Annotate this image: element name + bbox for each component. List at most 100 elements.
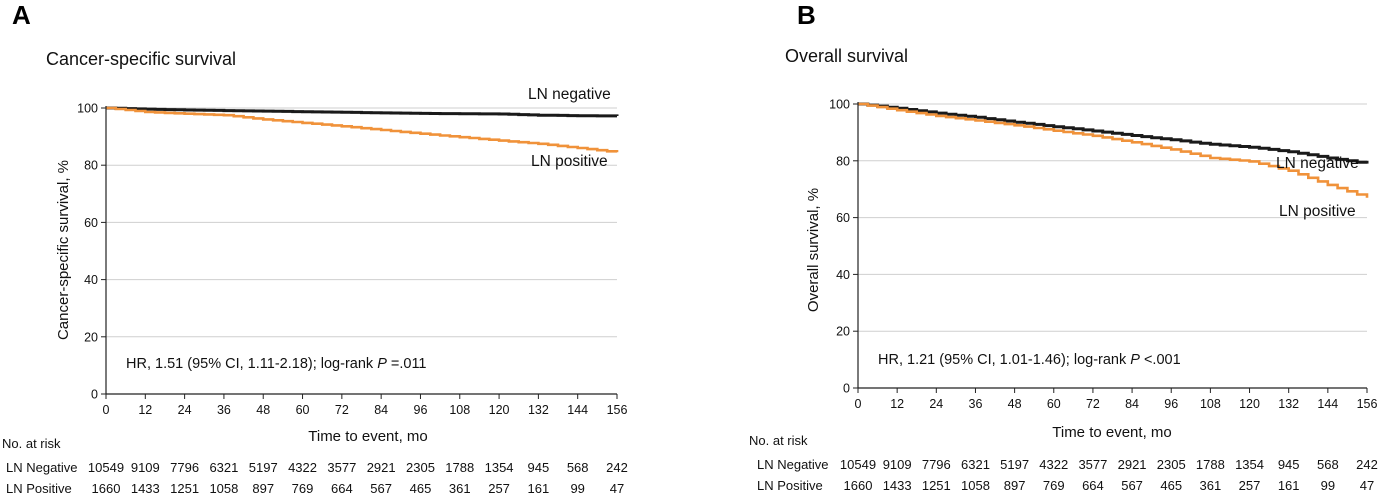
panel-a-label-ln-negative: LN negative (528, 86, 611, 103)
a-at-risk-positive-96: 465 (410, 481, 432, 494)
b-y-tick-label-60: 60 (836, 211, 850, 225)
panel-b-at-risk-heading: No. at risk (749, 433, 808, 448)
panel-b-title: Overall survival (785, 46, 908, 66)
a-at-risk-negative-60: 4322 (288, 460, 317, 475)
b-at-risk-positive-84: 567 (1121, 478, 1143, 493)
a-at-risk-negative-12: 9109 (131, 460, 160, 475)
b-at-risk-positive-60: 769 (1043, 478, 1065, 493)
panel-b-p-symbol: P (1130, 352, 1140, 368)
panel-a-at-risk-heading: No. at risk (2, 436, 61, 451)
panel-a-curves (106, 106, 619, 153)
a-x-tick-label-36: 36 (217, 403, 231, 417)
b-at-risk-negative-72: 3577 (1078, 457, 1107, 472)
b-y-tick-label-0: 0 (843, 382, 850, 396)
a-x-tick-label-84: 84 (374, 403, 388, 417)
a-x-tick-label-48: 48 (256, 403, 270, 417)
a-at-risk-positive-24: 1251 (170, 481, 199, 494)
b-y-tick-label-80: 80 (836, 154, 850, 168)
panel-a-p-value: =.011 (387, 356, 427, 372)
b-at-risk-positive-72: 664 (1082, 478, 1104, 493)
panel-b-label-ln-negative: LN negative (1276, 155, 1359, 172)
b-y-tick-label-100: 100 (829, 98, 850, 112)
a-x-tick-label-96: 96 (414, 403, 428, 417)
panel-b-axes (857, 102, 1367, 389)
a-y-tick-label-60: 60 (84, 216, 98, 230)
a-x-tick-label-132: 132 (528, 403, 549, 417)
panel-a-gridlines (106, 107, 617, 338)
a-x-tick-label-144: 144 (567, 403, 588, 417)
panel-a-at-risk-label-negative: LN Negative (6, 460, 78, 475)
panel-a-at-risk-row-negative: 10549 9109 7796 6321 5197 4322 3577 2921 2305 178… (88, 460, 628, 475)
panel-b: B Overall survival 0 12 24 36 48 60 72 84 96 108 1… (749, 0, 1378, 493)
panel-a-x-ticks: 0 12 24 36 48 60 72 84 96 108 120 132 144 156 (103, 394, 627, 417)
b-at-risk-positive-144: 99 (1321, 478, 1335, 493)
b-curve-ln-negative (858, 102, 1369, 164)
panel-letter-a: A (12, 0, 31, 30)
b-x-tick-label-12: 12 (890, 397, 904, 411)
b-at-risk-negative-96: 2305 (1157, 457, 1186, 472)
b-curve-ln-positive (858, 102, 1369, 198)
a-at-risk-negative-144: 568 (567, 460, 589, 475)
a-at-risk-negative-72: 3577 (327, 460, 356, 475)
panel-b-y-ticks: 0 20 40 60 80 100 (829, 98, 858, 396)
panel-a: A Cancer-specific survival 0 12 24 36 48 60 72… (2, 0, 628, 494)
panel-a-p-symbol: P (377, 356, 387, 372)
panel-a-at-risk-row-positive: 1660 1433 1251 1058 897 769 664 567 465 361 257 161… (92, 481, 625, 494)
a-at-risk-positive-12: 1433 (131, 481, 160, 494)
panel-a-x-axis-label: Time to event, mo (308, 428, 428, 445)
a-y-tick-label-0: 0 (91, 388, 98, 402)
a-y-tick-label-100: 100 (77, 102, 98, 116)
b-at-risk-negative-156: 242 (1356, 457, 1378, 472)
b-at-risk-negative-120: 1354 (1235, 457, 1264, 472)
b-y-tick-label-20: 20 (836, 325, 850, 339)
b-x-tick-label-96: 96 (1164, 397, 1178, 411)
panel-b-hr-annotation: HR, 1.21 (95% CI, 1.01-1.46); log-rank P… (878, 352, 1181, 368)
panel-letter-b: B (797, 0, 816, 30)
b-at-risk-positive-0: 1660 (844, 478, 873, 493)
panel-b-at-risk-label-negative: LN Negative (757, 457, 829, 472)
a-x-tick-label-120: 120 (489, 403, 510, 417)
b-at-risk-negative-108: 1788 (1196, 457, 1225, 472)
a-at-risk-negative-96: 2305 (406, 460, 435, 475)
a-y-tick-label-40: 40 (84, 273, 98, 287)
b-x-tick-label-156: 156 (1357, 397, 1378, 411)
a-at-risk-positive-72: 664 (331, 481, 353, 494)
panel-b-curves (858, 102, 1369, 198)
b-x-tick-label-84: 84 (1125, 397, 1139, 411)
b-x-tick-label-60: 60 (1047, 397, 1061, 411)
panel-a-at-risk-label-positive: LN Positive (6, 481, 72, 494)
a-at-risk-positive-0: 1660 (92, 481, 121, 494)
a-at-risk-positive-84: 567 (370, 481, 392, 494)
a-at-risk-positive-48: 897 (252, 481, 274, 494)
a-at-risk-negative-108: 1788 (445, 460, 474, 475)
panel-b-x-axis-label: Time to event, mo (1052, 424, 1172, 441)
a-at-risk-positive-120: 257 (488, 481, 510, 494)
a-curve-ln-negative (106, 106, 619, 118)
b-at-risk-positive-96: 465 (1160, 478, 1182, 493)
b-at-risk-negative-12: 9109 (883, 457, 912, 472)
a-at-risk-negative-24: 7796 (170, 460, 199, 475)
panel-a-axes (105, 106, 617, 395)
b-x-tick-label-120: 120 (1239, 397, 1260, 411)
panel-b-y-axis-label: Overall survival, % (805, 188, 822, 312)
b-x-tick-label-72: 72 (1086, 397, 1100, 411)
a-at-risk-negative-120: 1354 (485, 460, 514, 475)
b-at-risk-negative-48: 5197 (1000, 457, 1029, 472)
b-at-risk-negative-132: 945 (1278, 457, 1300, 472)
a-x-tick-label-24: 24 (178, 403, 192, 417)
a-at-risk-negative-0: 10549 (88, 460, 124, 475)
panel-b-at-risk-row-positive: 1660 1433 1251 1058 897 769 664 567 465 361 257 161… (844, 478, 1375, 493)
b-at-risk-positive-108: 361 (1200, 478, 1222, 493)
b-x-tick-label-24: 24 (929, 397, 943, 411)
panel-a-label-ln-positive: LN positive (531, 153, 608, 170)
b-at-risk-negative-84: 2921 (1118, 457, 1147, 472)
a-curve-ln-positive (106, 106, 619, 153)
a-x-tick-label-72: 72 (335, 403, 349, 417)
b-at-risk-positive-156: 47 (1360, 478, 1374, 493)
a-at-risk-positive-132: 161 (528, 481, 550, 494)
panel-b-hr-text: HR, 1.21 (95% CI, 1.01-1.46); log-rank (878, 352, 1130, 368)
b-at-risk-negative-60: 4322 (1039, 457, 1068, 472)
a-at-risk-negative-36: 6321 (209, 460, 238, 475)
panel-a-title: Cancer-specific survival (46, 49, 236, 69)
